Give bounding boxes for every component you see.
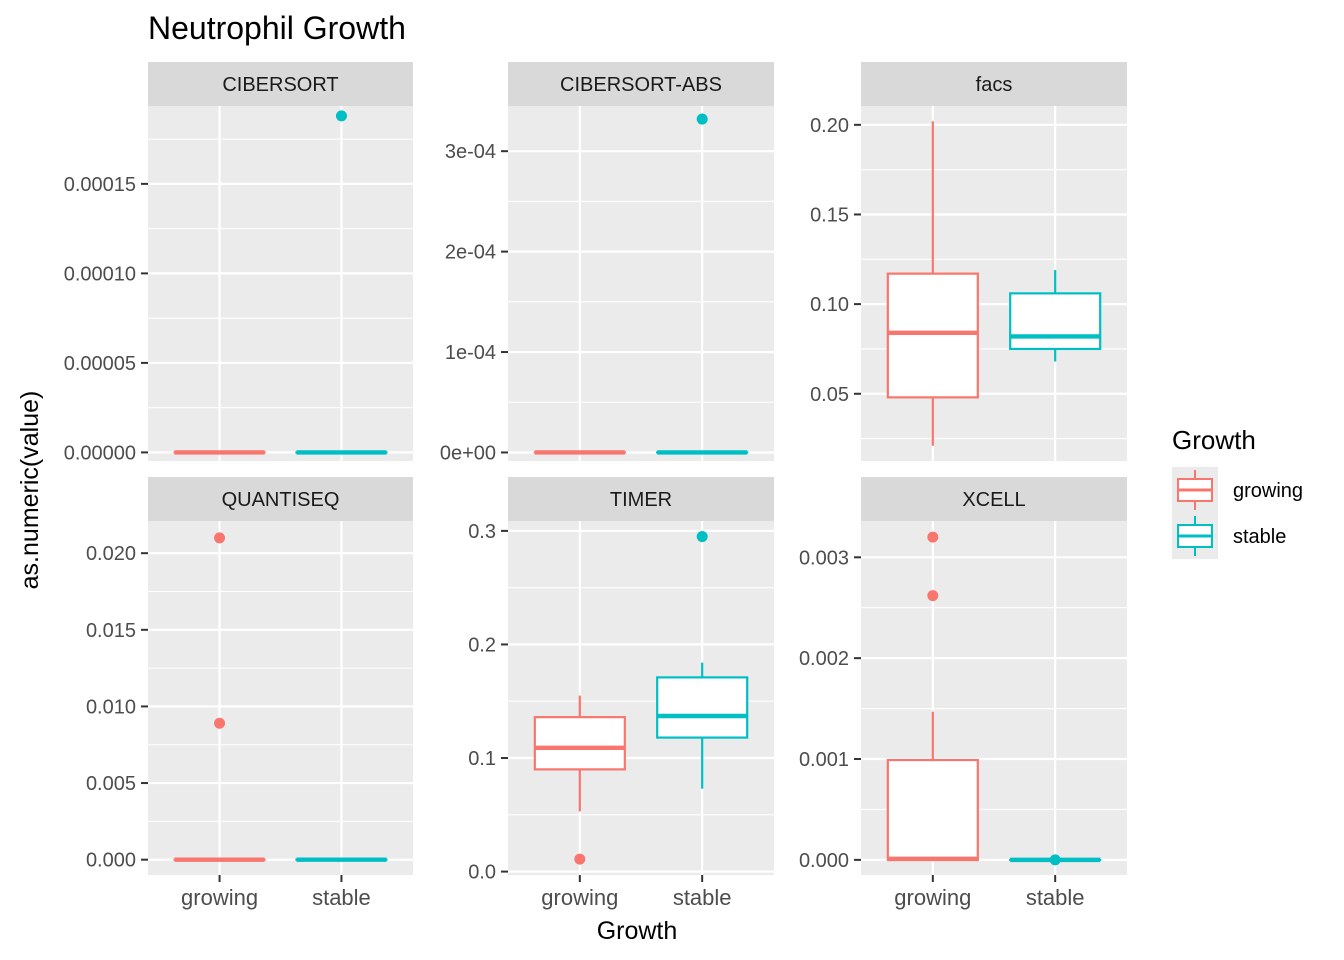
facets-group: CIBERSORT0.000000.000050.000100.00015CIB…: [64, 62, 1127, 910]
y-tick-label: 0.05: [810, 384, 849, 406]
facet-strip-label: facs: [976, 74, 1013, 96]
chart-title: Neutrophil Growth: [148, 10, 406, 46]
y-tick-label: 0.010: [86, 696, 136, 718]
y-tick-label: 0.00005: [64, 353, 136, 375]
box-stable: [1009, 270, 1102, 362]
facet-strip-label: XCELL: [962, 489, 1025, 511]
y-tick-label: 0.005: [86, 773, 136, 795]
facet-timer: TIMER 0.0 0.1 0.2 0.3 growing stable: [468, 477, 774, 910]
facet-cibersort: CIBERSORT 0.00000 0.00005 0.00010 0.00015: [64, 62, 413, 464]
legend: Growth growing stable: [1172, 425, 1303, 559]
outlier-point: [927, 531, 939, 543]
box-body: [1009, 292, 1102, 351]
facet-strip-label: QUANTISEQ: [222, 489, 340, 511]
x-axis-label: Growth: [597, 917, 678, 945]
x-tick-label: stable: [673, 885, 732, 910]
box-stable: [295, 110, 388, 455]
y-tick-label: 0.001: [799, 749, 849, 771]
outlier-point: [574, 853, 586, 865]
outlier-point: [214, 717, 226, 729]
facet-strip: [148, 477, 413, 521]
y-tick-label: 0.2: [468, 634, 496, 656]
outlier-point: [335, 110, 347, 122]
box-growing: [533, 695, 626, 865]
box-growing: [173, 532, 266, 862]
y-tick-label: 0.20: [810, 115, 849, 137]
y-tick-label: 0.3: [468, 521, 496, 543]
box-body: [886, 272, 979, 399]
panel-background: [508, 106, 774, 461]
y-tick-label: 1e-04: [445, 342, 496, 364]
box-stable: [656, 531, 749, 789]
facet-strip: [861, 62, 1127, 106]
y-tick-label: 0.1: [468, 748, 496, 770]
facet-strip-label: CIBERSORT: [222, 74, 338, 96]
box-body: [886, 758, 979, 861]
outlier-point: [214, 532, 226, 544]
facet-cibersort-abs: CIBERSORT-ABS 0e+00 1e-04 2e-04 3e-04: [440, 62, 774, 464]
box-stable: [656, 113, 749, 455]
facet-strip: [508, 62, 774, 106]
y-tick-label: 0.020: [86, 543, 136, 565]
y-tick-label: 0.015: [86, 620, 136, 642]
outlier-point: [927, 590, 939, 602]
y-tick-label: 0e+00: [440, 442, 496, 464]
panel-background: [148, 106, 413, 461]
facet-strip-label: TIMER: [610, 489, 672, 511]
x-tick-label: growing: [541, 885, 618, 910]
facet-xcell: XCELL 0.000 0.001 0.002 0.003 growing stable: [799, 477, 1127, 910]
facet-strip: [148, 62, 413, 106]
x-tick-label: stable: [1026, 885, 1085, 910]
y-tick-label: 0.002: [799, 648, 849, 670]
box-stable: [1009, 854, 1102, 866]
facet-strip: [508, 477, 774, 521]
outlier-point: [696, 113, 708, 125]
outlier-point: [1049, 854, 1061, 866]
y-tick-label: 0.00010: [64, 263, 136, 285]
facet-quantiseq: QUANTISEQ 0.000 0.005 0.010 0.015 0.020 growin…: [86, 477, 413, 910]
y-axis-label: as.numeric(value): [16, 391, 44, 590]
y-tick-label: 2e-04: [445, 242, 496, 264]
legend-title: Growth: [1172, 425, 1256, 455]
facet-strip-label: CIBERSORT-ABS: [560, 74, 722, 96]
y-tick-label: 3e-04: [445, 141, 496, 163]
y-tick-label: 0.000: [86, 850, 136, 872]
y-tick-label: 0.00015: [64, 174, 136, 196]
legend-item-growing: growing: [1172, 467, 1303, 513]
y-tick-label: 0.10: [810, 294, 849, 316]
y-tick-label: 0.000: [799, 850, 849, 872]
box-body: [656, 676, 749, 739]
box-growing: [886, 531, 979, 862]
y-tick-label: 0.003: [799, 547, 849, 569]
x-tick-label: growing: [181, 885, 258, 910]
facet-facs: facs 0.05 0.10 0.15 0.20: [810, 62, 1127, 461]
box-growing: [886, 121, 979, 446]
legend-item-label: stable: [1233, 526, 1286, 548]
x-tick-label: stable: [312, 885, 371, 910]
y-tick-label: 0.0: [468, 862, 496, 884]
y-tick-label: 0.15: [810, 204, 849, 226]
x-tick-label: growing: [894, 885, 971, 910]
outlier-point: [696, 531, 708, 543]
legend-item-stable: stable: [1172, 513, 1286, 559]
box-body: [533, 716, 626, 771]
y-tick-label: 0.00000: [64, 442, 136, 464]
facet-strip: [861, 477, 1127, 521]
legend-item-label: growing: [1233, 480, 1303, 502]
panel-background: [148, 521, 413, 875]
